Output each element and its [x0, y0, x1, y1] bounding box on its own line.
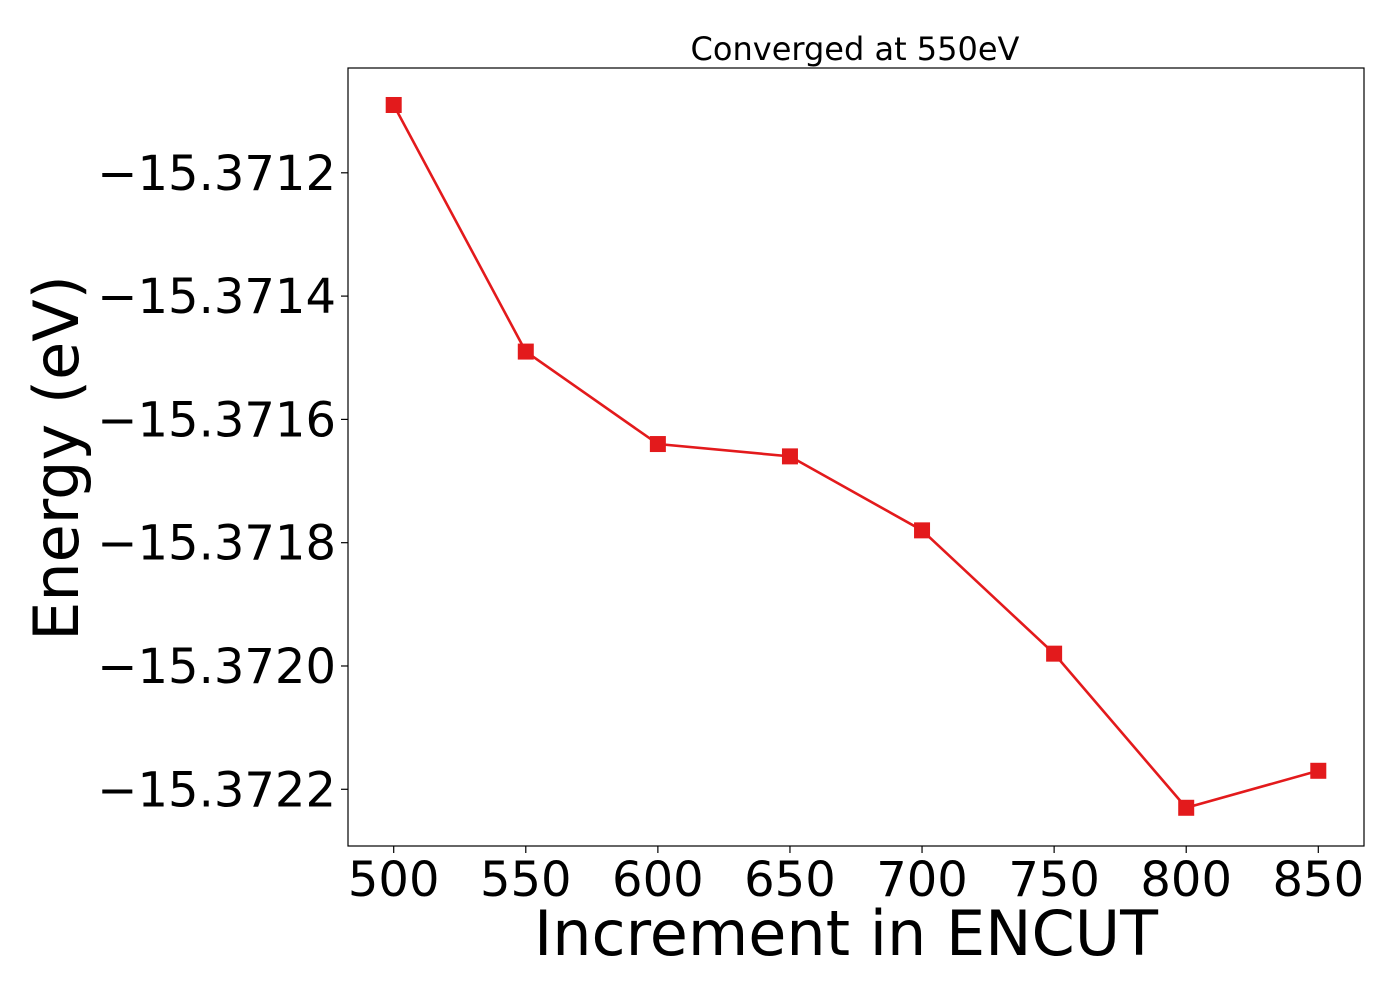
- y-tick-label: −15.3712: [97, 146, 336, 202]
- y-tick-label: −15.3718: [97, 516, 336, 572]
- data-point-marker: [914, 522, 931, 539]
- x-axis: 500 550 600 650 700 750 800 850: [348, 846, 1364, 908]
- chart-title: Converged at 550eV: [691, 30, 1020, 68]
- x-tick-label: 600: [612, 852, 704, 908]
- x-tick-label: 550: [480, 852, 572, 908]
- data-point-marker: [517, 343, 534, 360]
- data-point-marker: [1310, 762, 1327, 779]
- y-tick-label: −15.3716: [97, 392, 336, 448]
- y-axis-label: Energy (eV): [20, 275, 93, 641]
- x-tick-label: 850: [1272, 852, 1364, 908]
- plot-frame: [347, 67, 1365, 847]
- x-tick-label: 700: [876, 852, 968, 908]
- y-tick-label: −15.3722: [97, 762, 336, 818]
- x-tick-label: 750: [1008, 852, 1100, 908]
- y-tick-label: −15.3720: [97, 639, 336, 695]
- y-axis: −15.3712 −15.3714 −15.3716 −15.3718 −15.3720…: [97, 146, 348, 818]
- x-tick-label: 800: [1140, 852, 1232, 908]
- x-tick-label: 650: [744, 852, 836, 908]
- series-line: [392, 104, 1319, 810]
- data-point-marker: [1178, 799, 1195, 816]
- x-axis-label: Increment in ENCUT: [534, 897, 1159, 970]
- y-tick-label: −15.3714: [97, 269, 336, 325]
- plot-marks: [385, 96, 1327, 816]
- data-point-marker: [781, 448, 798, 465]
- data-point-marker: [1046, 645, 1063, 662]
- x-tick-label: 500: [348, 852, 440, 908]
- data-point-marker: [649, 436, 666, 453]
- data-point-marker: [385, 96, 402, 113]
